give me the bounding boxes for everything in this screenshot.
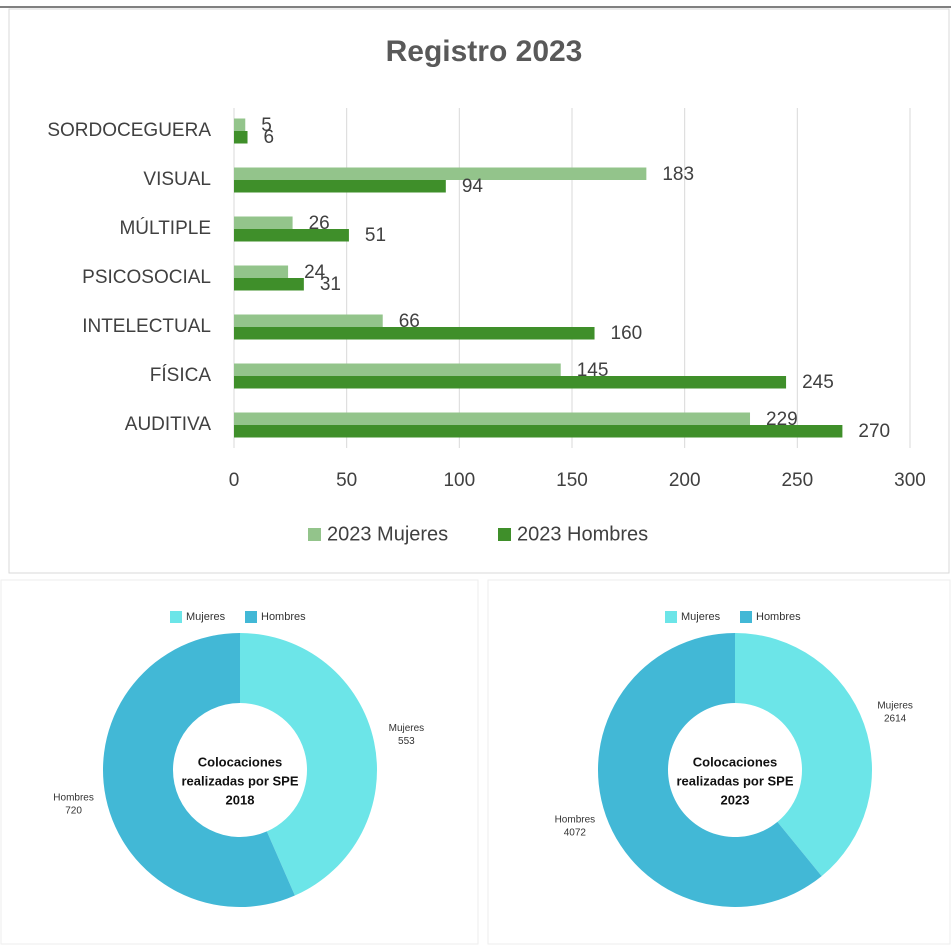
x-tick-label: 200 (669, 470, 701, 491)
legend-label: Hombres (261, 611, 306, 623)
bar (234, 327, 595, 340)
x-tick-label: 100 (443, 470, 475, 491)
legend-label: Mujeres (186, 611, 226, 623)
data-label: 245 (802, 372, 834, 393)
slice-value: 553 (398, 736, 415, 747)
slice-label: Mujeres (877, 701, 913, 712)
x-tick-label: 50 (336, 470, 357, 491)
legend-swatch (740, 611, 752, 623)
data-label: 26 (309, 213, 330, 234)
legend-swatch (665, 611, 677, 623)
data-label: 51 (365, 225, 386, 246)
y-tick-label: AUDITIVA (125, 414, 212, 435)
data-label: 229 (766, 409, 798, 430)
bar-panel (8, 8, 950, 574)
bar (234, 167, 647, 180)
data-label: 24 (304, 262, 326, 283)
slice-label: Hombres (555, 815, 596, 826)
center-title: 2018 (226, 792, 255, 807)
data-label: 183 (662, 164, 694, 185)
center-title: 2023 (721, 792, 750, 807)
y-tick-label: PSICOSOCIAL (82, 267, 211, 288)
bar (234, 363, 561, 376)
x-tick-label: 0 (229, 470, 240, 491)
bar (234, 278, 304, 291)
donut-slice (597, 633, 822, 908)
data-label: 94 (462, 176, 484, 197)
chart-title: Registro 2023 (386, 35, 583, 68)
donut-slice (240, 633, 377, 896)
y-tick-label: FÍSICA (150, 365, 212, 386)
bar (234, 131, 248, 144)
bar (234, 180, 446, 193)
bar (234, 412, 751, 425)
center-title: Colocaciones (693, 754, 778, 769)
legend-swatch (308, 528, 321, 541)
data-label: 270 (858, 421, 890, 442)
legend-label: Hombres (756, 611, 801, 623)
bar (234, 265, 289, 278)
legend-label: 2023 Mujeres (327, 523, 448, 545)
slice-value: 4072 (564, 828, 587, 839)
slice-value: 2614 (884, 714, 907, 725)
donut-slice (735, 633, 872, 877)
center-title: realizadas por SPE (676, 773, 793, 788)
data-label: 145 (577, 360, 609, 381)
data-label: 66 (399, 311, 420, 332)
data-label: 5 (261, 115, 272, 136)
x-tick-label: 150 (556, 470, 588, 491)
donut-slice (102, 633, 295, 908)
bar (234, 376, 787, 389)
bar (234, 118, 246, 131)
slice-value: 720 (65, 805, 82, 816)
legend-label: Mujeres (681, 611, 721, 623)
data-label: 31 (320, 274, 341, 295)
center-title: Colocaciones (198, 754, 283, 769)
bar (234, 425, 843, 438)
bar (234, 229, 349, 242)
y-tick-label: MÚLTIPLE (119, 217, 211, 239)
data-label: 160 (611, 323, 643, 344)
y-tick-label: INTELECTUAL (82, 316, 211, 337)
bar (234, 314, 383, 327)
legend-swatch (498, 528, 511, 541)
center-title: realizadas por SPE (181, 773, 298, 788)
data-label: 6 (264, 127, 275, 148)
legend-label: 2023 Hombres (517, 523, 648, 545)
y-tick-label: VISUAL (143, 169, 211, 190)
x-tick-label: 250 (781, 470, 813, 491)
slice-label: Hombres (53, 792, 94, 803)
x-tick-label: 300 (894, 470, 926, 491)
legend-swatch (245, 611, 257, 623)
slice-label: Mujeres (389, 723, 425, 734)
y-tick-label: SORDOCEGUERA (47, 120, 211, 141)
legend-swatch (170, 611, 182, 623)
bar (234, 216, 293, 229)
